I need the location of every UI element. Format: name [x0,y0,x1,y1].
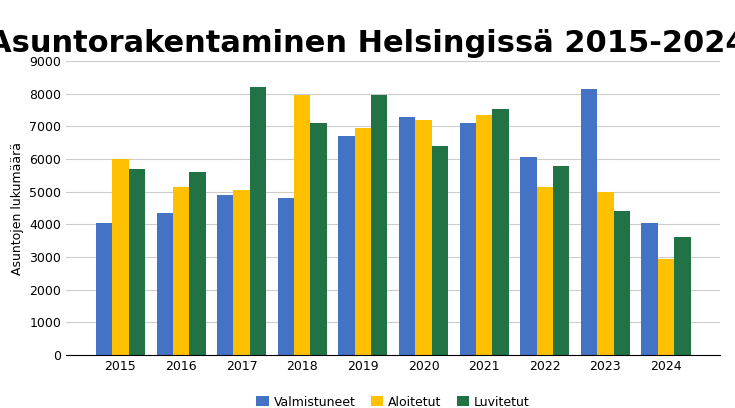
Bar [492,109,509,355]
Bar [476,115,492,355]
Bar [537,187,553,355]
Bar [415,120,431,355]
Bar [250,87,266,355]
Bar [642,223,658,355]
Bar [614,211,630,355]
Bar [112,159,129,355]
Bar [598,192,614,355]
Bar [189,172,206,355]
Bar [217,195,234,355]
Bar [674,237,691,355]
Bar [310,123,327,355]
Bar [355,128,371,355]
Legend: Valmistuneet, Aloitetut, Luvitetut: Valmistuneet, Aloitetut, Luvitetut [251,390,535,408]
Bar [278,198,294,355]
Bar [371,95,387,355]
Bar [129,169,145,355]
Bar [658,259,674,355]
Text: Asuntorakentaminen Helsingissä 2015-2024: Asuntorakentaminen Helsingissä 2015-2024 [0,29,735,58]
Bar [294,95,310,355]
Y-axis label: Asuntojen lukumäärä: Asuntojen lukumäärä [11,142,24,275]
Bar [431,146,448,355]
Bar [96,223,112,355]
Bar [459,123,476,355]
Bar [173,187,189,355]
Bar [234,190,250,355]
Bar [520,157,537,355]
Bar [553,166,570,355]
Bar [338,136,355,355]
Bar [399,117,415,355]
Bar [581,89,598,355]
Bar [157,213,173,355]
